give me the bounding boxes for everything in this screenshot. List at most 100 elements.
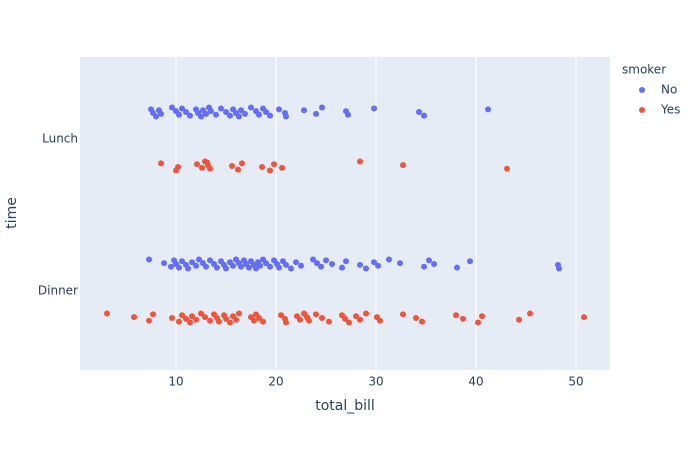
data-point — [276, 106, 282, 113]
data-point — [467, 258, 473, 265]
data-point — [189, 259, 195, 266]
data-point — [235, 166, 241, 173]
data-point — [371, 259, 377, 266]
data-point — [233, 316, 239, 323]
data-point — [204, 159, 210, 166]
data-point — [259, 163, 265, 170]
data-point — [357, 316, 363, 323]
data-point — [516, 316, 522, 323]
x-tick-label: 30 — [368, 375, 383, 389]
data-point — [326, 318, 332, 325]
data-point — [236, 310, 242, 317]
data-point — [189, 313, 195, 320]
data-point — [183, 315, 189, 322]
data-point — [318, 263, 324, 270]
data-point — [227, 112, 233, 119]
data-point — [203, 110, 209, 117]
data-point — [256, 111, 262, 118]
data-point — [288, 265, 294, 272]
data-point — [479, 313, 485, 320]
data-point — [207, 317, 213, 324]
data-point — [236, 113, 242, 120]
data-point — [319, 314, 325, 321]
data-point — [198, 113, 204, 120]
data-point — [229, 163, 235, 170]
x-axis-title: total_bill — [315, 398, 375, 414]
data-point — [314, 260, 320, 267]
data-point — [343, 258, 349, 265]
data-point — [413, 314, 419, 321]
data-point — [504, 165, 510, 172]
data-point — [176, 264, 182, 271]
data-point — [310, 256, 316, 263]
y-tick-label: Lunch — [42, 132, 78, 146]
data-point — [377, 317, 383, 324]
data-point — [339, 264, 345, 271]
data-point — [239, 160, 245, 167]
data-point — [485, 106, 491, 113]
data-point — [421, 112, 427, 119]
data-point — [199, 164, 205, 171]
data-point — [146, 256, 152, 263]
legend-title: smoker — [622, 63, 666, 77]
data-point — [353, 313, 359, 320]
y-axis-title: time — [4, 197, 20, 229]
data-point — [357, 261, 363, 268]
data-point — [168, 263, 174, 270]
legend-label: No — [661, 83, 677, 97]
data-point — [454, 264, 460, 271]
data-point — [319, 104, 325, 111]
data-point — [419, 318, 425, 325]
legend-label: Yes — [660, 103, 680, 117]
data-point — [460, 315, 466, 322]
data-point — [202, 314, 208, 321]
data-point — [426, 257, 432, 264]
data-point — [283, 261, 289, 268]
data-point — [179, 312, 185, 319]
data-point — [207, 257, 213, 264]
data-point — [214, 264, 220, 271]
data-point — [263, 260, 269, 267]
data-point — [173, 167, 179, 174]
data-point — [179, 258, 185, 265]
y-tick-label: Dinner — [38, 283, 78, 297]
data-point — [158, 160, 164, 167]
data-point — [301, 107, 307, 114]
x-tick-label: 10 — [168, 375, 183, 389]
data-point — [158, 110, 164, 117]
data-point — [238, 107, 244, 114]
data-point — [131, 314, 137, 321]
data-point — [207, 165, 213, 172]
data-point — [176, 318, 182, 325]
data-point — [187, 319, 193, 326]
x-tick-label: 40 — [468, 375, 483, 389]
data-point — [153, 113, 159, 120]
data-point — [386, 256, 392, 263]
legend-marker — [639, 107, 645, 113]
data-point — [278, 312, 284, 319]
data-point — [238, 263, 244, 270]
data-point — [193, 316, 199, 323]
data-point — [246, 264, 252, 271]
data-point — [242, 110, 248, 117]
data-point — [306, 317, 312, 324]
data-point — [198, 310, 204, 317]
data-point — [416, 109, 422, 116]
data-point — [313, 311, 319, 318]
data-point — [203, 263, 209, 270]
data-point — [216, 318, 222, 325]
data-point — [176, 111, 182, 118]
plot-background — [80, 57, 610, 370]
legend-marker — [639, 87, 645, 93]
data-point — [342, 315, 348, 322]
data-point — [187, 112, 193, 119]
data-point — [267, 167, 273, 174]
data-point — [431, 260, 437, 267]
data-point — [260, 318, 266, 325]
data-point — [146, 317, 152, 324]
data-point — [169, 104, 175, 111]
data-point — [357, 158, 363, 165]
data-point — [329, 260, 335, 267]
data-point — [293, 259, 299, 266]
x-tick-label: 20 — [268, 375, 283, 389]
